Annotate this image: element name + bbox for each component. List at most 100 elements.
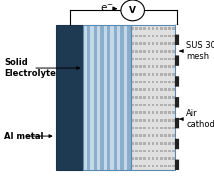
Bar bbox=[172, 134, 175, 137]
Bar bbox=[131, 50, 134, 53]
Bar bbox=[156, 127, 159, 129]
Bar bbox=[139, 112, 142, 114]
Bar bbox=[139, 27, 142, 30]
Bar bbox=[164, 50, 167, 53]
Bar bbox=[139, 81, 142, 83]
Bar bbox=[131, 165, 134, 167]
Bar bbox=[135, 73, 138, 76]
Bar bbox=[160, 104, 163, 106]
Bar bbox=[152, 165, 154, 167]
Bar bbox=[143, 27, 146, 30]
Bar bbox=[152, 150, 154, 152]
Bar bbox=[135, 157, 138, 160]
Bar bbox=[117, 25, 120, 170]
Bar bbox=[139, 50, 142, 53]
Bar bbox=[139, 104, 142, 106]
Bar bbox=[172, 35, 175, 37]
Text: V: V bbox=[129, 6, 136, 15]
Bar bbox=[160, 58, 163, 60]
Bar bbox=[131, 27, 134, 30]
Bar bbox=[172, 43, 175, 45]
Bar bbox=[139, 165, 142, 167]
Bar bbox=[147, 150, 150, 152]
Bar bbox=[168, 65, 171, 68]
Bar bbox=[135, 65, 138, 68]
Bar bbox=[135, 142, 138, 145]
Bar bbox=[135, 88, 138, 91]
Bar bbox=[172, 142, 175, 145]
Bar bbox=[152, 127, 154, 129]
Bar bbox=[131, 88, 134, 91]
Bar bbox=[172, 119, 175, 122]
Bar bbox=[168, 43, 171, 45]
Bar bbox=[172, 27, 175, 30]
Bar bbox=[172, 112, 175, 114]
Bar bbox=[152, 157, 154, 160]
Bar bbox=[135, 58, 138, 60]
Bar bbox=[135, 104, 138, 106]
Bar bbox=[131, 35, 134, 37]
Bar bbox=[152, 35, 154, 37]
Bar bbox=[156, 150, 159, 152]
Bar bbox=[143, 35, 146, 37]
Bar bbox=[147, 65, 150, 68]
Text: e$^{-}$: e$^{-}$ bbox=[100, 3, 114, 14]
Bar bbox=[160, 50, 163, 53]
Bar bbox=[143, 112, 146, 114]
Bar bbox=[160, 88, 163, 91]
Bar bbox=[168, 50, 171, 53]
Bar bbox=[139, 96, 142, 98]
Bar bbox=[107, 25, 110, 170]
Bar bbox=[168, 157, 171, 160]
Bar bbox=[147, 96, 150, 98]
Bar bbox=[160, 81, 163, 83]
Bar bbox=[143, 65, 146, 68]
Bar bbox=[135, 112, 138, 114]
Bar bbox=[131, 119, 134, 122]
Bar bbox=[152, 43, 154, 45]
Bar bbox=[156, 142, 159, 145]
Bar bbox=[139, 142, 142, 145]
Bar bbox=[160, 65, 163, 68]
Bar bbox=[168, 35, 171, 37]
Bar bbox=[152, 73, 154, 76]
Bar bbox=[147, 142, 150, 145]
Bar bbox=[160, 73, 163, 76]
Bar bbox=[135, 81, 138, 83]
Bar bbox=[156, 27, 159, 30]
Bar bbox=[156, 157, 159, 160]
Bar bbox=[160, 165, 163, 167]
Bar bbox=[164, 35, 167, 37]
Bar bbox=[120, 25, 124, 170]
Bar bbox=[131, 134, 134, 137]
Bar bbox=[168, 96, 171, 98]
Bar bbox=[147, 43, 150, 45]
Bar bbox=[83, 25, 87, 170]
Bar bbox=[131, 127, 134, 129]
Bar bbox=[164, 43, 167, 45]
Bar bbox=[127, 25, 131, 170]
Bar bbox=[160, 127, 163, 129]
Text: SUS 304
mesh: SUS 304 mesh bbox=[186, 41, 214, 61]
Bar bbox=[168, 127, 171, 129]
Bar bbox=[172, 73, 175, 76]
Bar bbox=[139, 43, 142, 45]
Bar bbox=[168, 134, 171, 137]
Bar bbox=[156, 104, 159, 106]
Bar bbox=[94, 25, 97, 170]
Bar bbox=[131, 142, 134, 145]
Bar bbox=[160, 150, 163, 152]
Bar bbox=[143, 50, 146, 53]
Bar bbox=[152, 104, 154, 106]
Bar bbox=[143, 142, 146, 145]
Bar bbox=[160, 43, 163, 45]
Bar bbox=[139, 58, 142, 60]
Bar bbox=[172, 150, 175, 152]
Bar bbox=[168, 142, 171, 145]
Bar bbox=[135, 50, 138, 53]
Bar bbox=[135, 127, 138, 129]
Bar bbox=[147, 134, 150, 137]
Bar bbox=[147, 35, 150, 37]
Bar bbox=[131, 25, 175, 170]
Bar bbox=[164, 165, 167, 167]
